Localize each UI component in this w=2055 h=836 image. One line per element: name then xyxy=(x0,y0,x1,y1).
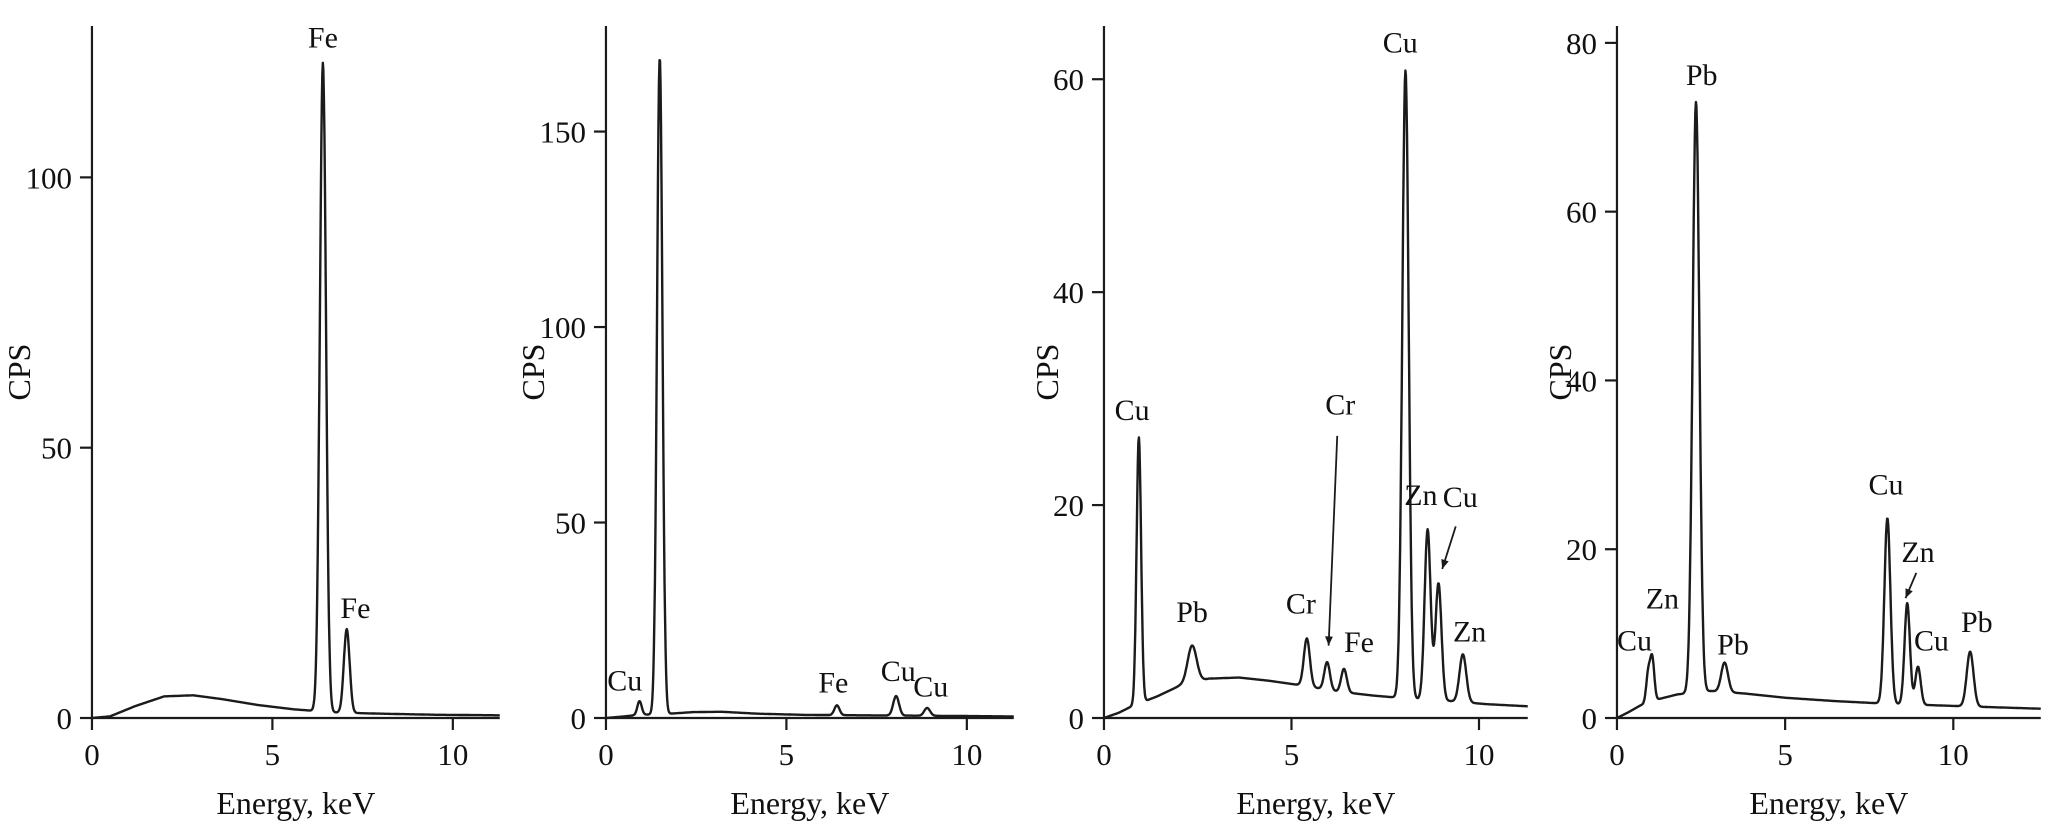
axes xyxy=(90,26,500,720)
y-tick-label: 80 xyxy=(1566,26,1597,61)
peak-label: Pb xyxy=(1176,596,1208,629)
spectrum-panel-4: 0 20 40 60 80 0 5 10 Energy, keV CPS Cu Zn Pb Pb Cu Zn C… xyxy=(1542,26,2042,821)
y-axis-label: CPS xyxy=(1,344,37,401)
x-tick-label: 0 xyxy=(1609,737,1624,772)
y-axis-label: CPS xyxy=(515,344,551,401)
peak-label: Cu xyxy=(1617,624,1652,657)
axes xyxy=(604,26,1014,720)
peak-label: Cu xyxy=(913,670,948,703)
y-tick-label: 40 xyxy=(1052,275,1083,310)
y-tick-label: 20 xyxy=(1566,532,1597,567)
y-tick-label: 50 xyxy=(555,506,586,541)
x-tick-label: 10 xyxy=(1463,737,1494,772)
peak-label: Cu xyxy=(881,655,916,688)
peak-label: Fe xyxy=(308,22,338,55)
peak-label: Cu xyxy=(1869,468,1904,501)
spectrum-panel-1: 0 50 100 0 5 10 Energy, keV CPS Fe Fe xyxy=(1,22,501,821)
x-tick-label: 0 xyxy=(1096,737,1111,772)
peak-label: Pb xyxy=(1686,59,1718,92)
y-axis-label: CPS xyxy=(1542,344,1578,401)
peak-label: Cu xyxy=(1442,481,1477,514)
peak-label: Cu xyxy=(607,665,642,698)
y-tick-label: 0 xyxy=(1582,701,1597,736)
x-axis-label: Energy, keV xyxy=(730,785,889,821)
x-tick-label: 10 xyxy=(437,737,468,772)
y-tick-label: 50 xyxy=(41,431,72,466)
peak-label: Fe xyxy=(340,592,370,625)
y-tick-label: 0 xyxy=(1068,701,1083,736)
y-tick-label: 100 xyxy=(25,160,71,195)
peak-label: Fe xyxy=(1343,626,1373,659)
x-tick-label: 10 xyxy=(1938,737,1969,772)
x-tick-label: 0 xyxy=(598,737,613,772)
annotation-arrowhead xyxy=(1324,636,1333,646)
peak-label: Cr xyxy=(1325,389,1355,422)
peak-label: Pb xyxy=(1961,606,1993,639)
x-tick-label: 5 xyxy=(1283,737,1298,772)
x-axis-label: Energy, keV xyxy=(216,785,375,821)
peak-label: Zn xyxy=(1404,479,1437,512)
peak-label: Pb xyxy=(1717,629,1749,662)
spectrum-line xyxy=(1616,100,2042,720)
y-tick-label: 60 xyxy=(1566,195,1597,230)
peak-label: Zn xyxy=(1646,582,1679,615)
y-tick-label: 20 xyxy=(1052,488,1083,523)
peak-label: Cr xyxy=(1285,588,1315,621)
x-axis-label: Energy, keV xyxy=(1750,785,1909,821)
peak-label: Cu xyxy=(1382,27,1417,60)
y-tick-label: 0 xyxy=(570,701,585,736)
x-tick-label: 10 xyxy=(951,737,982,772)
y-axis-label: CPS xyxy=(1028,344,1064,401)
x-tick-label: 0 xyxy=(84,737,99,772)
x-tick-label: 5 xyxy=(778,737,793,772)
x-axis-label: Energy, keV xyxy=(1236,785,1395,821)
y-tick-label: 40 xyxy=(1566,363,1597,398)
y-tick-label: 60 xyxy=(1052,62,1083,97)
annotation-arrow xyxy=(1327,435,1338,646)
peak-label: Zn xyxy=(1902,536,1935,569)
spectrum-line xyxy=(605,59,1015,720)
x-tick-label: 5 xyxy=(1778,737,1793,772)
peak-label: Cu xyxy=(1114,394,1149,427)
x-tick-label: 5 xyxy=(265,737,280,772)
annotation-arrowhead xyxy=(1440,559,1449,569)
peak-label: Cu xyxy=(1914,624,1949,657)
spectrum-line xyxy=(1102,69,1528,720)
peak-label: Zn xyxy=(1452,615,1485,648)
y-tick-label: 100 xyxy=(539,310,585,345)
y-tick-label: 0 xyxy=(56,701,71,736)
y-tick-label: 150 xyxy=(539,115,585,150)
peak-label: Fe xyxy=(818,667,848,700)
spectrum-line xyxy=(91,61,501,720)
annotation-arrowhead xyxy=(1905,588,1913,599)
